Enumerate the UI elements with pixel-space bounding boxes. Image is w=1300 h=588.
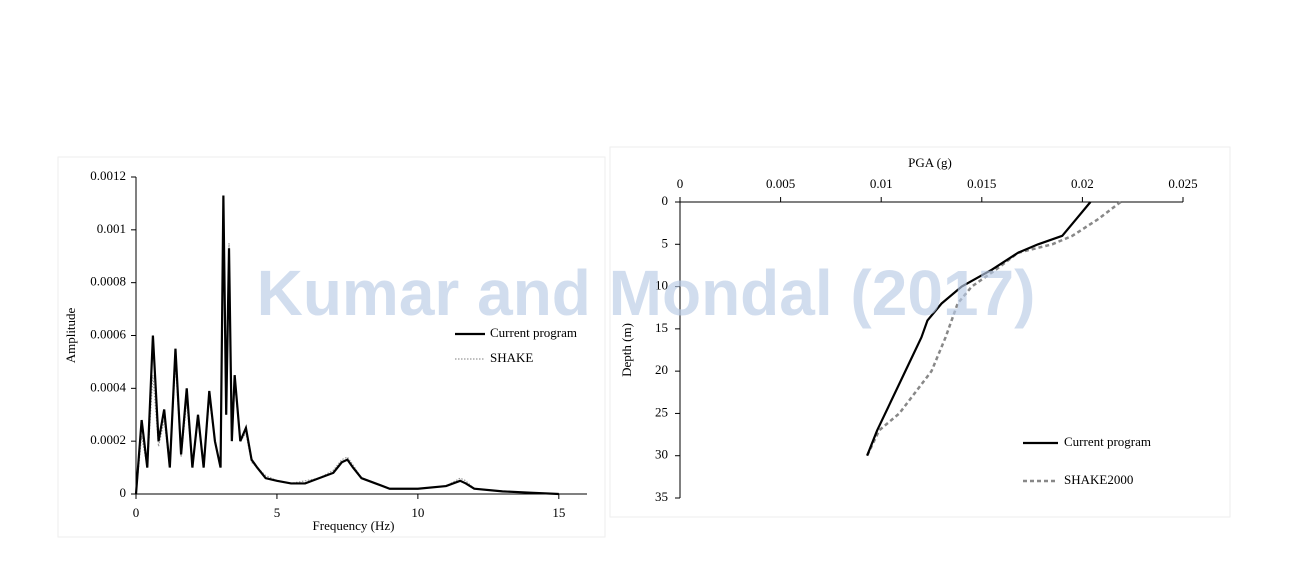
series-line (866, 201, 1092, 457)
y-tick-label: 0.0006 (90, 326, 126, 341)
x-tick-label: 15 (552, 505, 565, 520)
watermark: Kumar and Mondal (2017) (257, 257, 1036, 329)
y-tick-label: 0.0004 (90, 379, 126, 394)
x-tick-label: 0.005 (766, 176, 795, 191)
legend-label: SHAKE2000 (1064, 472, 1133, 487)
x-axis-title: PGA (g) (908, 155, 952, 170)
y-tick-label: 0.0002 (90, 432, 126, 447)
y-tick-label: 5 (662, 235, 669, 250)
series-line (865, 201, 1122, 457)
y-tick-label: 10 (655, 278, 668, 293)
left-panel (57, 156, 606, 538)
x-tick-label: 0 (677, 176, 684, 191)
y-tick-label: 0.0012 (90, 168, 126, 183)
y-tick-label: 25 (655, 404, 668, 419)
y-tick-label: 20 (655, 362, 668, 377)
x-axis-title: Frequency (Hz) (313, 518, 395, 533)
y-axis-title: Amplitude (63, 307, 78, 363)
x-tick-label: 0.01 (870, 176, 893, 191)
y-tick-label: 0.0008 (90, 274, 126, 289)
y-tick-label: 0.001 (97, 221, 126, 236)
x-tick-label: 10 (411, 505, 424, 520)
legend-label: SHAKE (490, 350, 533, 365)
right-panel (609, 146, 1231, 518)
y-tick-label: 0 (120, 485, 127, 500)
legend-label: Current program (1064, 434, 1151, 449)
y-tick-label: 30 (655, 447, 668, 462)
x-tick-label: 0.02 (1071, 176, 1094, 191)
y-tick-label: 15 (655, 320, 668, 335)
y-axis-title: Depth (m) (619, 323, 634, 377)
y-tick-label: 35 (655, 489, 668, 504)
y-tick-label: 0 (662, 193, 669, 208)
legend-label: Current program (490, 325, 577, 340)
x-tick-label: 5 (274, 505, 281, 520)
x-tick-label: 0.025 (1168, 176, 1197, 191)
x-tick-label: 0 (133, 505, 140, 520)
series-line (134, 195, 559, 496)
x-tick-label: 0.015 (967, 176, 996, 191)
